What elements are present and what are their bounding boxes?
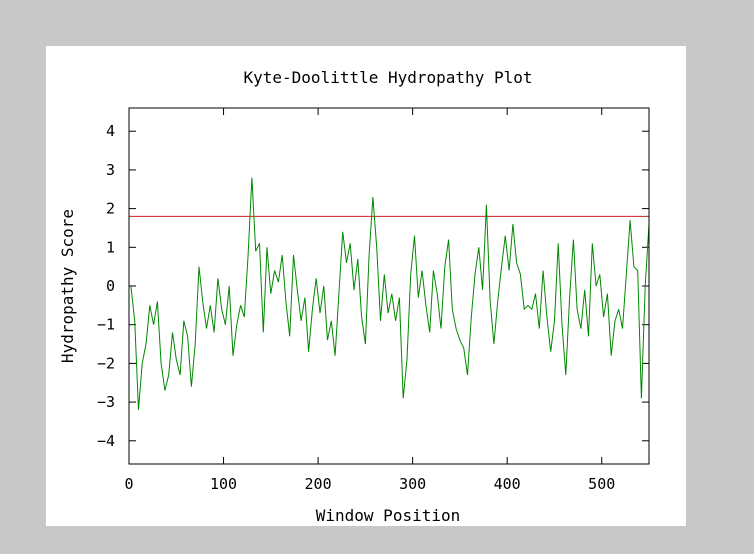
plot-data — [129, 177, 650, 410]
y-tick-label: 0 — [106, 277, 115, 295]
x-axis-label: Window Position — [316, 506, 461, 525]
x-tick-label: 500 — [588, 475, 615, 493]
y-tick-label: −2 — [97, 354, 115, 372]
x-tick-label: 300 — [399, 475, 426, 493]
x-tick-label: 200 — [305, 475, 332, 493]
y-tick-label: 4 — [106, 122, 115, 140]
x-tick-label: 0 — [124, 475, 133, 493]
hydropathy-chart: Kyte-Doolittle Hydropathy Plot Window Po… — [58, 68, 650, 525]
plot-frame — [128, 107, 650, 465]
series-line — [130, 177, 650, 410]
y-tick-label: 1 — [106, 238, 115, 256]
x-tick-label: 400 — [494, 475, 521, 493]
y-tick-label: −1 — [97, 316, 115, 334]
y-tick-label: −3 — [97, 393, 115, 411]
y-tick-label: 3 — [106, 161, 115, 179]
y-tick-label: −4 — [97, 432, 115, 450]
y-tick-label: 2 — [106, 200, 115, 218]
x-tick-label: 100 — [210, 475, 237, 493]
chart-title: Kyte-Doolittle Hydropathy Plot — [244, 68, 533, 87]
axis-ticks: 0 100 200 300 400 500 −4 −3 −2 −1 0 1 2 3 4 — [97, 108, 649, 493]
plot-panel: Kyte-Doolittle Hydropathy Plot Window Po… — [46, 46, 686, 526]
y-axis-label: Hydropathy Score — [58, 209, 77, 363]
